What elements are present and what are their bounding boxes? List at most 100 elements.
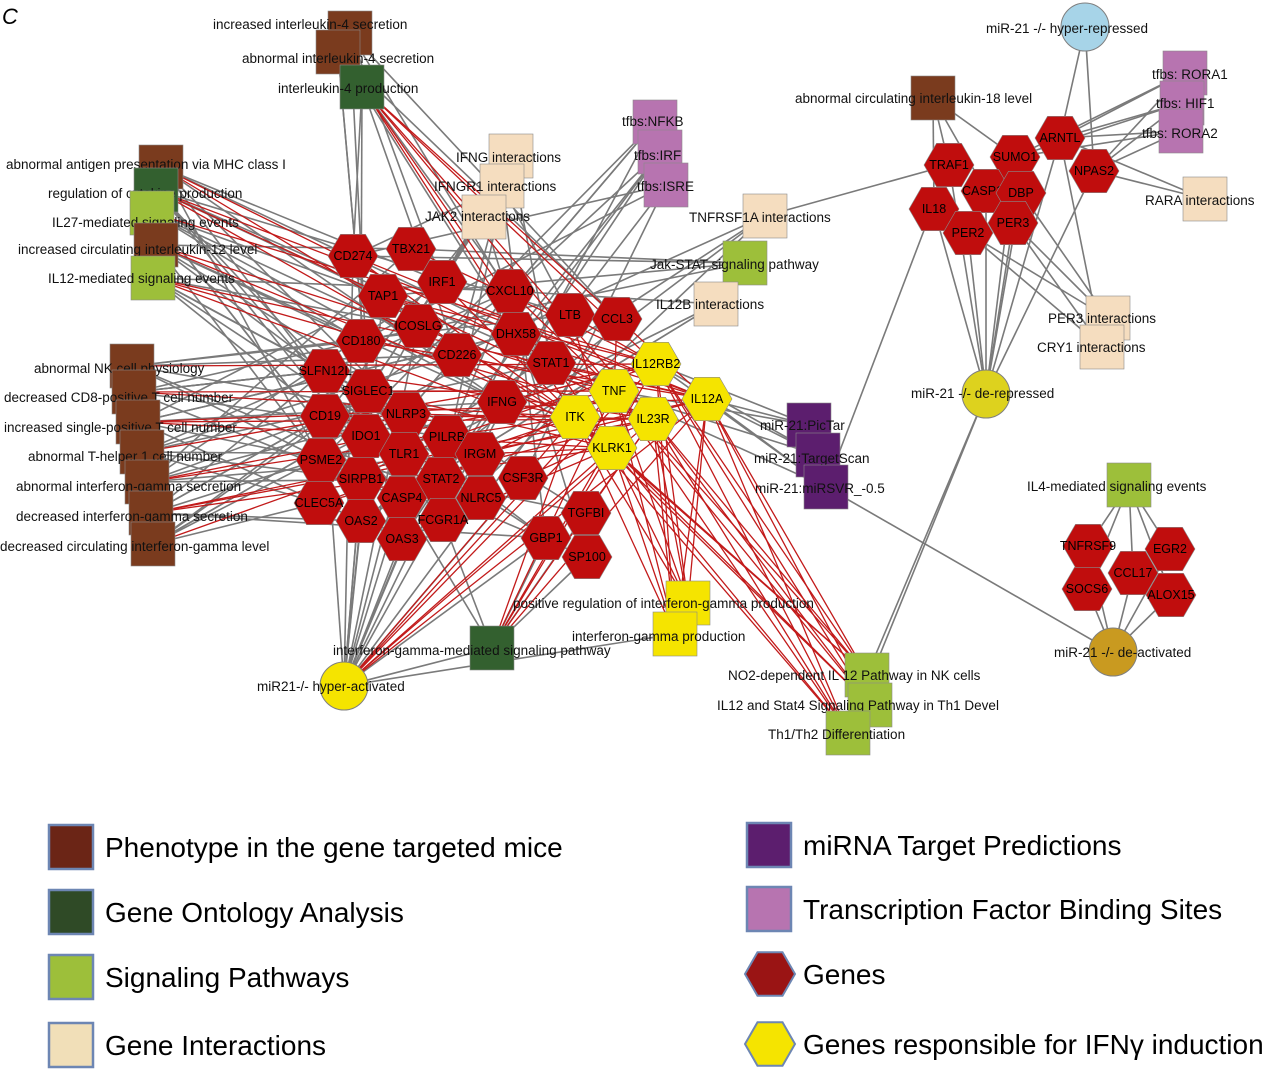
gene-label: SLFN12L	[299, 364, 352, 378]
interaction-square	[1182, 176, 1228, 222]
gene-label: TBX21	[392, 242, 430, 256]
ifn-gene-hexagon	[627, 396, 679, 442]
gray-edge-177	[967, 232, 1109, 319]
gene-hexagon	[1107, 550, 1159, 596]
gene-sumo1: SUMO1	[989, 135, 1041, 179]
gene-hexagon	[520, 515, 572, 561]
gene-label: NLRC5	[461, 491, 502, 505]
gene-ccl3: CCL3	[591, 296, 643, 342]
gene-icoslg: ICOSLG	[392, 303, 444, 349]
gene-hexagon	[1145, 572, 1197, 618]
legend: Phenotype in the gene targeted mice Gene …	[47, 821, 1264, 1069]
gene-label: CD180	[342, 334, 381, 348]
node-p11: decreased circulating interferon-gamma l…	[0, 521, 269, 567]
node-pw3: Jak-STAT signaling pathway	[650, 240, 819, 286]
node-go1: interleukin-4 production	[278, 64, 418, 110]
gene-hexagon	[525, 340, 577, 386]
gray-edge-176	[1059, 137, 1206, 200]
node-gi5: IL12B interactions	[656, 281, 764, 327]
legend-label: Transcription Factor Binding Sites	[803, 894, 1222, 925]
legend-square-swatch	[47, 953, 95, 1001]
node-label: abnormal NK cell physiology	[34, 361, 205, 376]
pathway-square	[1106, 462, 1152, 508]
gray-edge-113	[410, 248, 746, 264]
legend-square-swatch	[47, 888, 95, 936]
gray-edge-41	[133, 370, 326, 393]
gene-label: PER2	[952, 226, 985, 240]
legend-label: Phenotype in the gene targeted mice	[105, 832, 563, 863]
red-edge-68	[405, 413, 654, 420]
legend-label: Genes	[803, 959, 886, 990]
gene-hexagon	[340, 413, 392, 459]
gray-edge-106	[522, 184, 667, 479]
gene-tgfbi: TGFBI	[560, 490, 612, 536]
node-label: CRY1 interactions	[1037, 340, 1146, 355]
gene-hexagon	[476, 379, 528, 425]
mirna-square	[803, 464, 849, 510]
gray-edge-35	[131, 354, 458, 367]
node-label: PER3 interactions	[1048, 311, 1156, 326]
gene-hexagon	[1144, 526, 1196, 572]
node-label: IFNGR1 interactions	[434, 179, 557, 194]
gene-label: IFNG	[487, 395, 517, 409]
node-label: miR-21 -/- de-activated	[1054, 645, 1191, 660]
legend-square-swatch	[47, 1021, 95, 1069]
gray-edge-156	[933, 208, 987, 395]
gene-hexagon	[455, 475, 507, 521]
node-m4: miR21-/- hyper-activated	[257, 661, 405, 711]
gene-per3: PER3	[987, 201, 1039, 245]
gene-hexagon	[335, 498, 387, 544]
red-edge-101	[361, 86, 613, 449]
red-edge-95	[611, 447, 871, 706]
gene-label: CASP4	[382, 491, 423, 505]
legend-hexagon-swatch	[743, 951, 797, 997]
node-pw6: Th1/Th2 Differentiation	[768, 710, 905, 756]
node-label: tfbs:NFKB	[622, 114, 684, 129]
gene-label: ICOSLG	[394, 319, 441, 333]
gray-edge-67	[152, 415, 326, 545]
gene-label: EGR2	[1153, 542, 1187, 556]
gene-label: CD226	[438, 348, 477, 362]
gene-tlr1: TLR1	[378, 431, 430, 477]
gene-label: TLR1	[389, 447, 420, 461]
red-edge-98	[611, 447, 676, 635]
ifn-gene-hexagon	[586, 425, 638, 471]
gene-cd274: CD274	[327, 234, 379, 279]
gene-label: PSME2	[300, 453, 342, 467]
gene-hexagon	[342, 368, 394, 414]
gene-il18: IL18	[908, 187, 960, 231]
node-p1: increased interleukin-4 secretion	[213, 10, 407, 56]
node-label: miR-21:TargetScan	[754, 451, 870, 466]
mirna-state-circle	[1088, 627, 1138, 677]
gene-hexagon	[544, 292, 596, 338]
gray-edge-81	[352, 86, 363, 257]
gene-label: OAS3	[385, 532, 418, 546]
node-label: TNFRSF1A interactions	[689, 210, 831, 225]
gene-hexagon	[431, 332, 483, 378]
gene-hexagon	[454, 431, 506, 477]
red-edge-77	[652, 418, 868, 676]
node-label: miR-21:PicTar	[760, 418, 845, 433]
gene-tnfrsf9: TNFRSF9	[1060, 523, 1116, 569]
node-label: tfbs:IRF	[634, 148, 681, 163]
gray-edge-100	[509, 151, 661, 292]
gray-edge-61	[150, 370, 326, 514]
gene-hexagon	[560, 490, 612, 536]
gene-hexagon	[1068, 149, 1120, 193]
red-edge-84	[361, 86, 654, 420]
gene-dhx58: DHX58	[490, 311, 542, 357]
node-m2: miR-21 -/- de-repressed	[911, 369, 1054, 419]
gene-label: TAP1	[368, 289, 398, 303]
red-edge-94	[611, 447, 868, 676]
red-edge-9	[655, 363, 868, 676]
node-label: increased interleukin-4 secretion	[213, 17, 407, 32]
node-m1: miR-21 -/- hyper-repressed	[986, 2, 1148, 52]
gene-label: TGFBI	[568, 506, 605, 520]
panel-letter: C	[2, 4, 18, 29]
gene-label: TNFRSF9	[1060, 539, 1116, 553]
ifn-gene-hexagon	[588, 368, 640, 414]
node-go3: interferon-gamma-mediated signaling path…	[333, 625, 611, 671]
gene-il12a: IL12A	[681, 376, 733, 422]
gene-arntl: ARNTL	[1034, 116, 1086, 160]
red-edge-90	[155, 189, 613, 449]
